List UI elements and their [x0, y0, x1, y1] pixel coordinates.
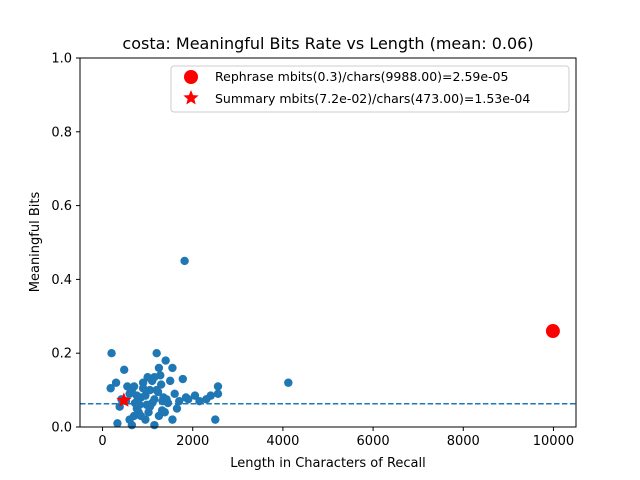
x-tick-label: 6000 [357, 434, 390, 449]
data-point [136, 411, 146, 421]
y-tick-label: 0.6 [51, 199, 72, 214]
data-point [184, 395, 193, 404]
x-tick-label: 4000 [266, 434, 299, 449]
x-tick-label: 0 [98, 434, 106, 449]
legend-summary-star-icon [183, 90, 199, 105]
y-tick-label: 0.2 [51, 347, 72, 362]
data-point [152, 349, 161, 358]
x-axis-ticks: 0 2000 4000 6000 8000 10000 [98, 427, 574, 449]
data-point [206, 391, 215, 400]
data-point [165, 376, 175, 386]
data-point [168, 363, 177, 373]
data-point [157, 406, 167, 415]
data-point [175, 396, 184, 406]
data-point [170, 389, 179, 398]
legend-rephrase-label: Rephrase mbits(0.3)/chars(9988.00)=2.59e… [215, 69, 508, 84]
data-point [180, 256, 189, 266]
data-point [125, 415, 134, 424]
y-axis-label: Meaningful Bits [28, 192, 43, 293]
data-point [129, 382, 139, 391]
data-point [158, 396, 167, 406]
points-layer [106, 256, 560, 430]
legend-rephrase-marker-icon [184, 70, 198, 84]
y-tick-label: 0.8 [51, 125, 72, 140]
data-point [213, 389, 223, 398]
data-point [145, 402, 155, 411]
y-axis-ticks: 0.0 0.2 0.4 0.6 0.8 1.0 [51, 52, 80, 436]
chart-title: costa: Meaningful Bits Rate vs Length (m… [122, 34, 533, 53]
data-point [161, 356, 170, 365]
data-point [168, 415, 177, 424]
data-point [119, 365, 129, 375]
x-tick-label: 10000 [533, 434, 574, 449]
data-point [284, 378, 293, 387]
data-point [106, 384, 115, 393]
plot-area-frame [79, 57, 577, 428]
data-point [132, 391, 142, 400]
data-point [111, 378, 121, 387]
legend: Rephrase mbits(0.3)/chars(9988.00)=2.59e… [170, 65, 570, 113]
data-point [107, 349, 116, 358]
y-tick-label: 0.0 [51, 421, 72, 436]
data-point [150, 420, 159, 430]
data-point [213, 382, 223, 391]
data-point [211, 415, 220, 424]
legend-box [170, 65, 570, 113]
data-point [153, 387, 163, 397]
legend-summary-label: Summary mbits(7.2e-02)/chars(473.00)=1.5… [215, 91, 530, 106]
summary-point [116, 392, 132, 407]
data-point [113, 419, 122, 428]
data-point [154, 363, 164, 373]
data-point [138, 384, 148, 393]
y-tick-label: 1.0 [51, 52, 72, 67]
y-tick-label: 0.4 [51, 273, 72, 288]
data-point [172, 404, 182, 413]
x-axis-label: Length in Characters of Recall [230, 456, 426, 471]
data-point [178, 374, 188, 384]
x-tick-label: 8000 [447, 434, 480, 449]
x-tick-label: 2000 [176, 434, 209, 449]
data-point [150, 372, 159, 382]
rephrase-point [545, 324, 560, 339]
data-point [145, 385, 155, 395]
data-point [135, 400, 144, 410]
data-point [195, 396, 204, 406]
